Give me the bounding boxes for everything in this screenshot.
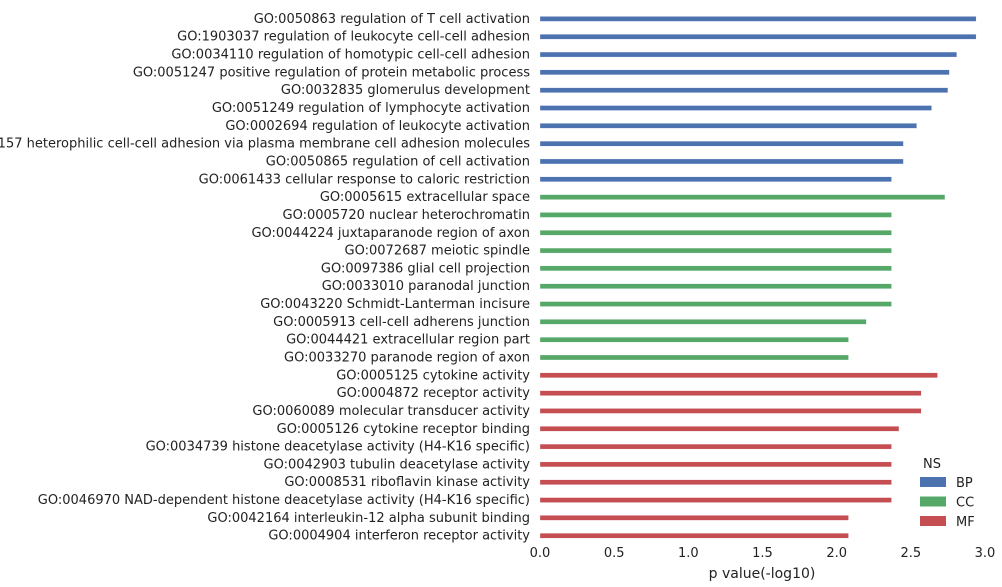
x-tick-label: 2.0	[826, 546, 847, 561]
x-tick-label: 0.5	[604, 546, 625, 561]
bar	[539, 283, 892, 289]
category-label: GO:0004872 receptor activity	[337, 386, 531, 401]
category-label: GO:0051249 regulation of lymphocyte acti…	[212, 101, 530, 116]
bar	[539, 34, 977, 40]
category-label: GO:0033010 paranodal junction	[322, 279, 530, 294]
x-tick-label: 1.5	[752, 546, 773, 561]
category-label: GO:0044421 extracellular region part	[286, 333, 530, 348]
legend-label: BP	[956, 476, 973, 491]
category-label: GO:0042164 interleukin-12 alpha subunit …	[207, 511, 530, 526]
category-label: GO:0004904 interferon receptor activity	[268, 529, 530, 544]
bar	[539, 123, 917, 129]
category-label: GO:0005126 cytokine receptor binding	[277, 422, 530, 437]
category-label: GO:0005720 nuclear heterochromatin	[283, 208, 531, 223]
category-label: GO:0005913 cell-cell adherens junction	[273, 315, 530, 330]
bar	[539, 533, 849, 539]
bar	[539, 390, 922, 396]
legend-swatch	[920, 477, 946, 487]
category-label: GO:0034739 histone deacetylase activity …	[146, 440, 530, 455]
bar	[539, 69, 950, 76]
category-label: GO:0044224 juxtaparanode region of axon	[251, 226, 530, 241]
category-label: GO:0042903 tubulin deacetylase activity	[264, 457, 531, 472]
bar	[539, 408, 922, 414]
bar	[539, 372, 938, 378]
bar	[539, 354, 849, 361]
bar	[539, 319, 867, 325]
bar	[539, 479, 892, 485]
category-label: GO:1903037 regulation of leukocyte cell-…	[177, 30, 530, 45]
category-label: GO:0034110 regulation of homotypic cell-…	[171, 48, 530, 63]
category-labels: GO:0050863 regulation of T cell activati…	[0, 12, 530, 544]
x-tick-label: 0.0	[530, 546, 551, 561]
category-label: GO:0008531 riboflavin kinase activity	[284, 475, 530, 490]
bar	[539, 176, 892, 182]
legend-title: NS	[923, 457, 941, 472]
bar	[539, 515, 849, 521]
bar	[539, 158, 904, 165]
bar	[539, 497, 892, 503]
category-label: GO:0033270 paranode region of axon	[284, 350, 530, 365]
legend-swatch	[920, 516, 946, 526]
category-label: GO:0061433 cellular response to caloric …	[199, 172, 530, 187]
bar	[539, 212, 892, 218]
x-axis-title: p value(-log10)	[709, 566, 816, 582]
category-label: GO:0043220 Schmidt-Lanterman incisure	[260, 297, 530, 312]
bar	[539, 443, 892, 450]
x-tick-label: 1.0	[678, 546, 699, 561]
bar	[539, 301, 892, 307]
legend-swatch	[920, 496, 946, 507]
bar	[539, 140, 904, 147]
bars-layer	[539, 16, 977, 539]
bar	[539, 105, 932, 111]
category-label: GO:0046970 NAD-dependent histone deacety…	[38, 493, 530, 508]
bar	[539, 194, 946, 200]
bar	[539, 230, 892, 236]
bar	[539, 337, 849, 343]
category-label: GO:0097386 glial cell projection	[321, 261, 530, 276]
x-tick-label: 2.5	[900, 546, 921, 561]
category-label: GO:0051247 positive regulation of protei…	[133, 65, 530, 80]
bar	[539, 87, 949, 93]
bar	[539, 265, 892, 272]
bar	[539, 51, 957, 58]
category-label: GO:0072687 meiotic spindle	[345, 244, 530, 259]
category-label: GO:0007157 heterophilic cell-cell adhesi…	[0, 137, 530, 152]
legend-label: MF	[956, 515, 975, 530]
category-label: GO:0032835 glomerulus development	[281, 83, 530, 98]
bar	[539, 16, 977, 22]
category-label: GO:0060089 molecular transducer activity	[252, 404, 530, 419]
x-axis-ticks: 0.0 0.5 1.0 1.5 2.0 2.5 3.0	[530, 546, 996, 561]
category-label: GO:0050865 regulation of cell activation	[266, 154, 530, 169]
legend-label: CC	[956, 496, 974, 511]
bar	[539, 247, 892, 254]
bar	[539, 461, 892, 468]
category-label: GO:0002694 regulation of leukocyte activ…	[225, 119, 530, 134]
category-label: GO:0005125 cytokine activity	[336, 368, 530, 383]
category-label: GO:0050863 regulation of T cell activati…	[254, 12, 530, 27]
bar	[539, 426, 900, 432]
legend: NS BP CC MF	[920, 457, 975, 530]
x-tick-label: 3.0	[975, 546, 996, 561]
category-label: GO:0005615 extracellular space	[320, 190, 530, 205]
